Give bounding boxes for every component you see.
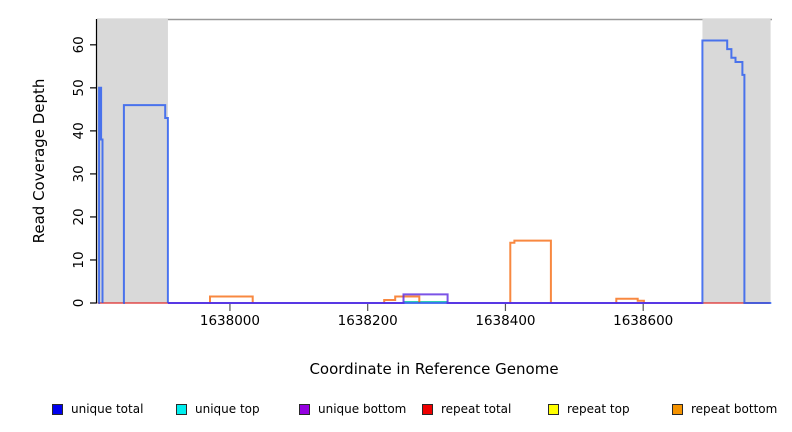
legend-swatch xyxy=(672,403,683,415)
legend-swatch xyxy=(299,403,310,415)
legend-swatch xyxy=(548,403,559,415)
y-axis-label: Read Coverage Depth xyxy=(30,78,48,244)
legend-item-repeat-total: repeat total xyxy=(422,402,511,416)
y-axis-tick-label: 30 xyxy=(71,165,87,182)
left-repeat-region-shading xyxy=(97,19,168,303)
x-axis-label: Coordinate in Reference Genome xyxy=(309,360,559,378)
legend-label: unique bottom xyxy=(318,402,407,416)
legend-item-unique-top: unique top xyxy=(176,402,260,416)
y-axis-tick-label: 40 xyxy=(71,122,87,139)
legend-swatch xyxy=(176,403,187,415)
legend-label: unique top xyxy=(195,402,260,416)
x-axis-tick-label: 1638600 xyxy=(613,313,673,329)
series-unique-total xyxy=(167,39,772,304)
y-axis-tick-label: 0 xyxy=(71,299,87,308)
right-repeat-region-shading xyxy=(702,19,771,303)
legend-swatch xyxy=(422,403,433,415)
series-unique-total xyxy=(122,104,169,304)
y-axis-tick-label: 60 xyxy=(71,36,87,53)
legend-label: repeat top xyxy=(567,402,630,416)
legend-item-unique-total: unique total xyxy=(52,402,143,416)
series-unique-bottom xyxy=(167,293,703,304)
legend-label: repeat bottom xyxy=(691,402,778,416)
legend-swatch xyxy=(52,403,63,415)
legend-label: repeat total xyxy=(441,402,512,416)
series-repeat-bottom xyxy=(509,239,552,304)
legend-item-repeat-bottom: repeat bottom xyxy=(672,402,777,416)
x-axis-tick-label: 1638400 xyxy=(475,313,535,329)
series-unique-total xyxy=(98,86,104,304)
x-axis-tick-label: 1638000 xyxy=(200,313,260,329)
y-axis-tick-label: 10 xyxy=(71,251,87,268)
y-axis-tick-label: 50 xyxy=(71,79,87,96)
x-axis-tick-label: 1638200 xyxy=(338,313,398,329)
legend-item-unique-bottom: unique bottom xyxy=(299,402,406,416)
legend-label: unique total xyxy=(71,402,144,416)
legend: unique total unique top unique bottom repea… xyxy=(0,400,792,422)
y-axis-tick-label: 20 xyxy=(71,208,87,225)
legend-item-repeat-top: repeat top xyxy=(548,402,630,416)
